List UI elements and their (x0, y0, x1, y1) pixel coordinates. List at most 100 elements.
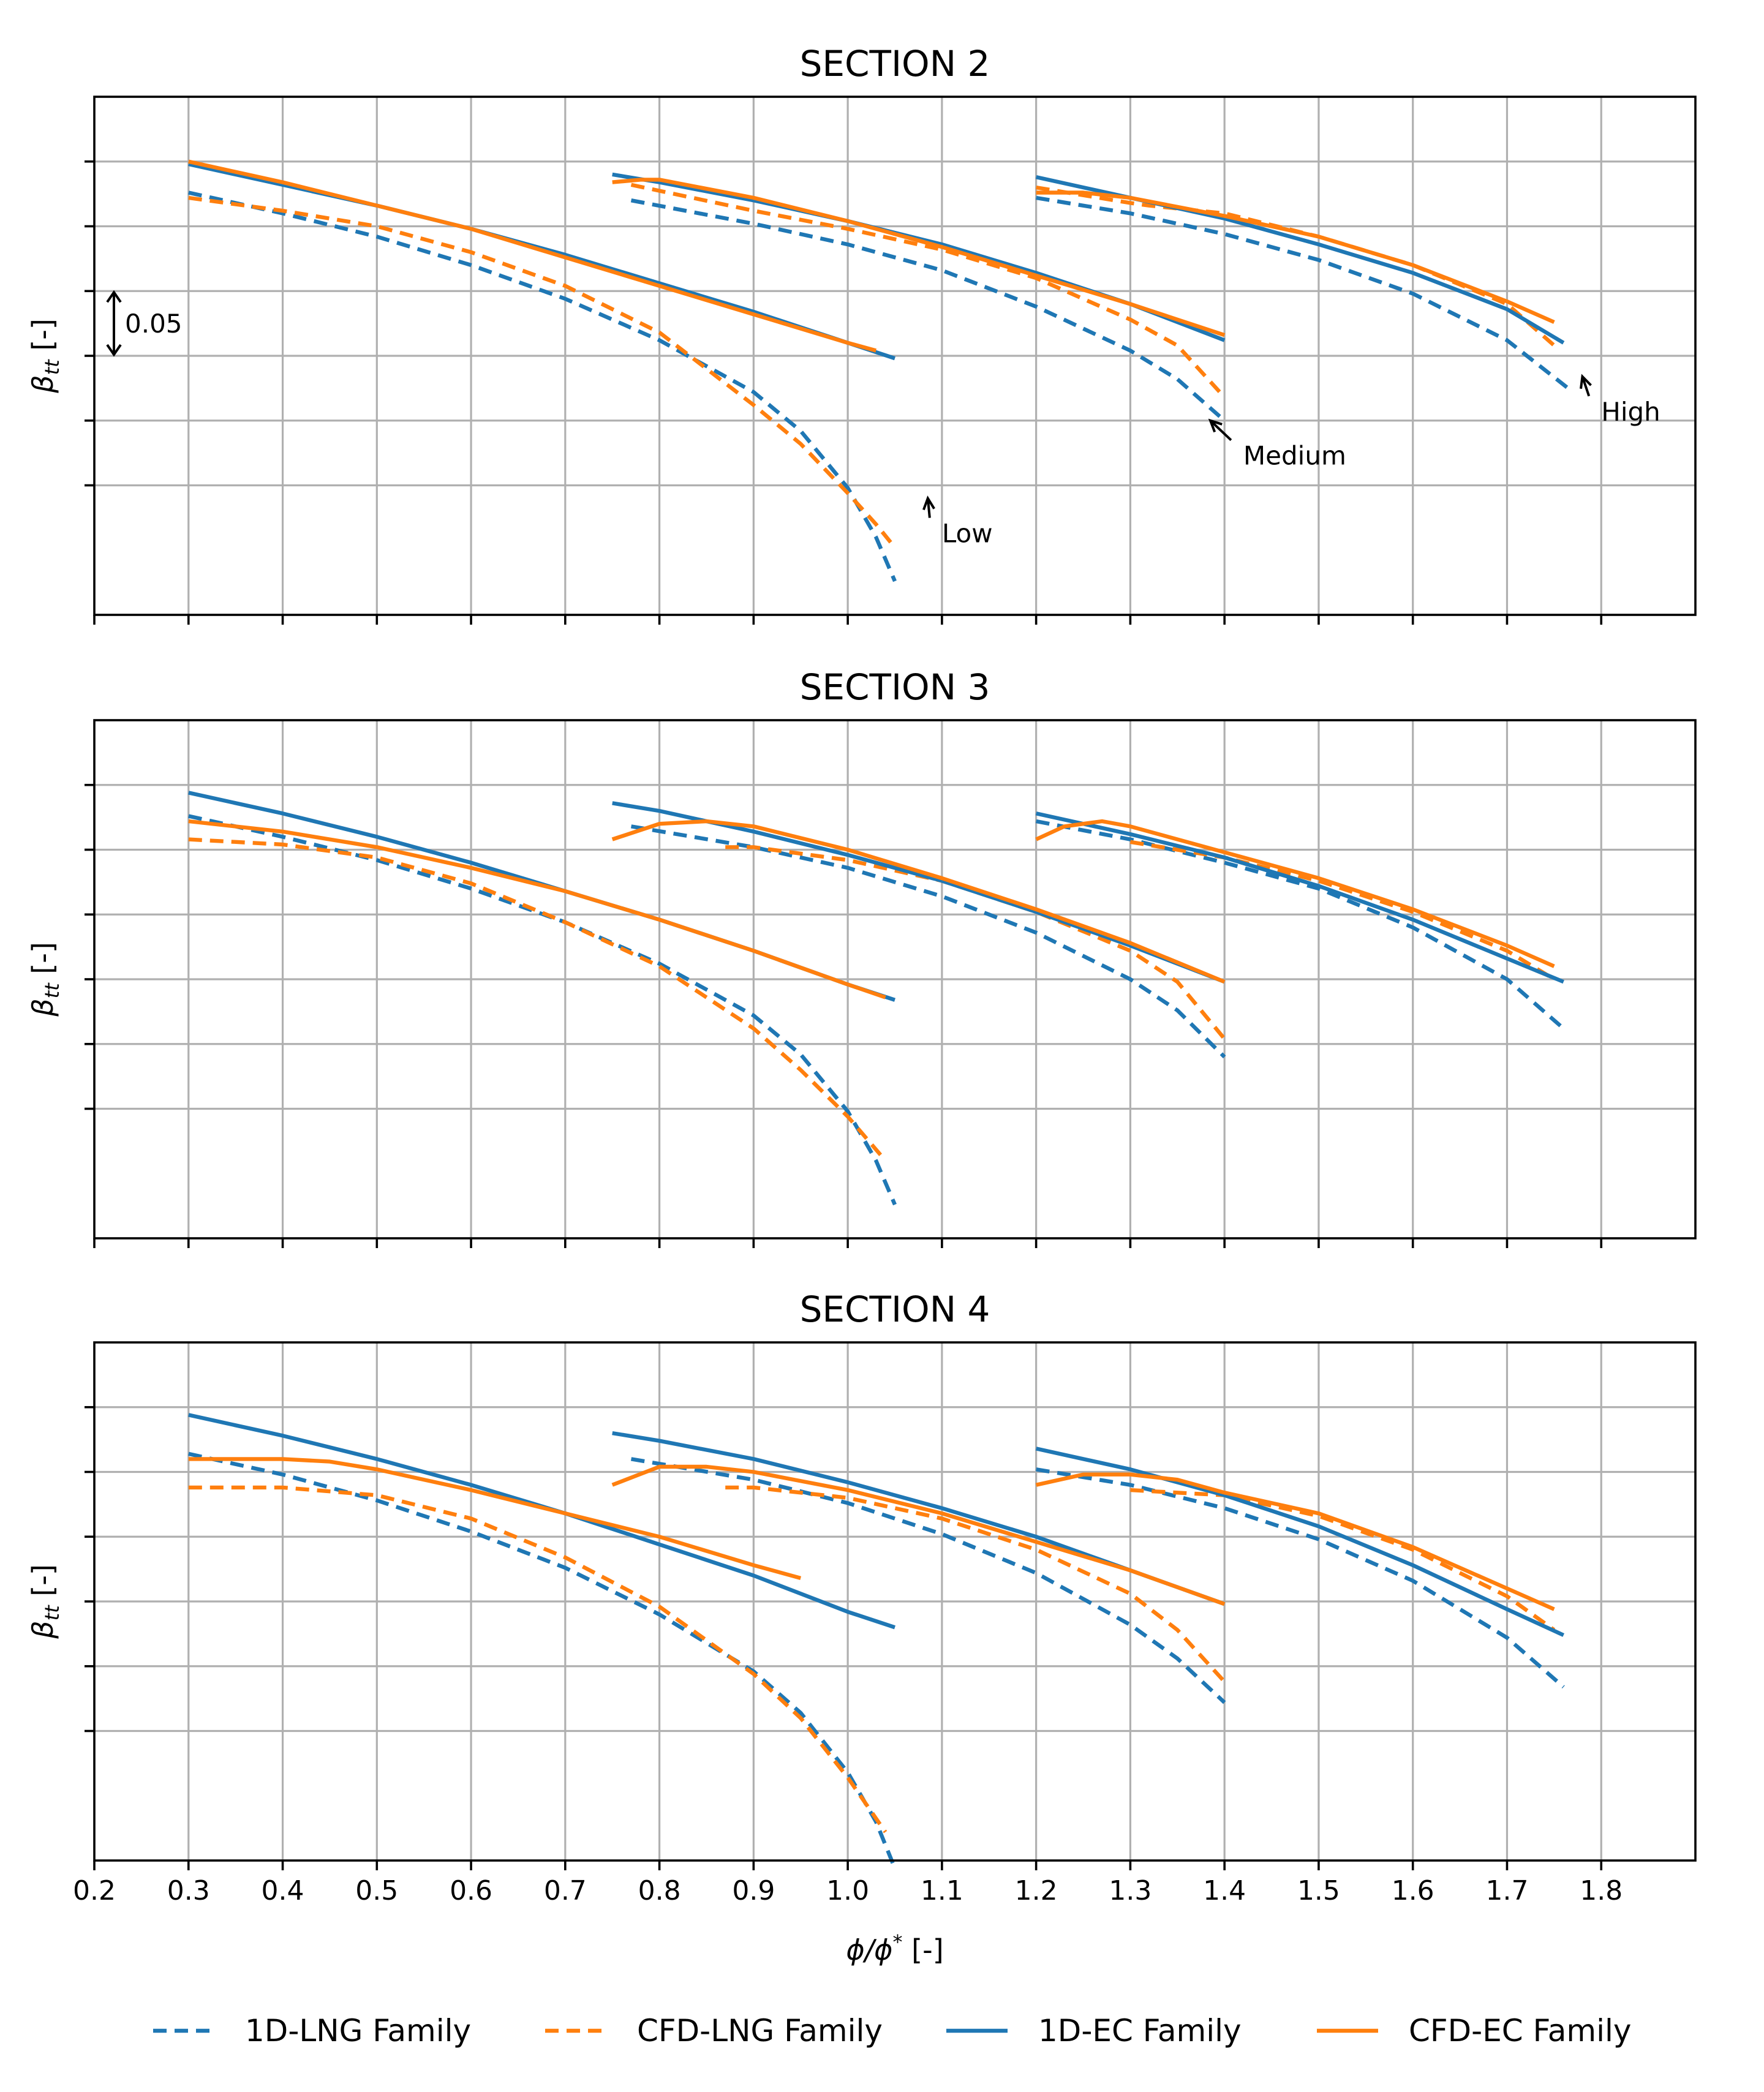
y-label-subscript: tt (40, 982, 64, 999)
y-axis-label: βtt [-] (26, 942, 64, 1017)
y-label-unit: [-] (26, 318, 59, 359)
series-line-cfd-lng-family-low (188, 1485, 888, 1834)
annotation-arrow-line (1581, 376, 1591, 397)
x-tick-label: 0.3 (167, 1875, 210, 1906)
y-label-subscript: tt (40, 359, 64, 375)
series-line-cfd-ec-family-high (1035, 819, 1555, 968)
panel-title: SECTION 3 (800, 666, 990, 708)
x-tick-label: 1.3 (1109, 1875, 1152, 1906)
annotation-arrowhead-icon (1208, 418, 1223, 433)
series-line-cfd-ec-family-medium (611, 1464, 1226, 1606)
legend-label: CFD-LNG Family (637, 2013, 883, 2049)
series-group (188, 1413, 1565, 1869)
annotation-arrow-line (1209, 420, 1232, 442)
annotation-label: Medium (1243, 441, 1346, 471)
x-label-superscript: * (893, 1930, 903, 1954)
legend-item-cfd-lng-family: CFD-LNG Family (545, 2013, 883, 2049)
x-tick-label: 1.0 (826, 1875, 869, 1906)
x-tick-label: 0.4 (262, 1875, 304, 1906)
series-line-cfd-lng-family-high (1036, 185, 1556, 347)
series-group (188, 159, 1575, 582)
x-tick-label: 0.6 (450, 1875, 492, 1906)
panel-section-3: SECTION 3 βtt [-] (26, 666, 1697, 1248)
panel-title: SECTION 4 (800, 1289, 990, 1330)
y-label-symbol: β (26, 375, 59, 393)
series-line-1d-lng-family-low (188, 814, 897, 1206)
series-line-1d-lng-family-low (188, 1451, 897, 1869)
x-axis-label: ϕ/ϕ* [-] (846, 1930, 943, 1966)
series-line-cfd-ec-family-low (188, 159, 877, 353)
scale-arrow-down-icon (106, 344, 122, 357)
series-line-1d-ec-family-medium (612, 1431, 1226, 1606)
scale-bar: 0.05 (106, 290, 183, 357)
gridlines (94, 720, 1695, 1238)
series-line-1d-ec-family-low (188, 1413, 896, 1630)
x-tick-label: 1.6 (1392, 1875, 1434, 1906)
series-line-cfd-ec-family-low (188, 1457, 802, 1580)
annotation-arrowhead-icon (922, 495, 935, 511)
legend-label: 1D-LNG Family (245, 2013, 471, 2049)
series-line-cfd-lng-family-medium (630, 182, 1226, 399)
y-label-subscript: tt (40, 1605, 64, 1621)
legend: 1D-LNG Family CFD-LNG Family 1D-EC Family C… (153, 2013, 1632, 2049)
x-tick-label: 0.9 (732, 1875, 775, 1906)
series-line-cfd-ec-family-high (1036, 190, 1555, 324)
annotation-medium: Medium (1208, 418, 1346, 471)
series-line-cfd-ec-family-high (1035, 1472, 1555, 1611)
series-line-cfd-lng-family-low (188, 195, 897, 549)
x-tick-label: 1.2 (1015, 1875, 1058, 1906)
series-line-1d-ec-family-medium (612, 801, 1226, 984)
x-tick-label: 1.1 (921, 1875, 963, 1906)
panel-section-4: SECTION 4 0.2 0.3 0.4 0.5 0.6 0.7 0.8 0.9 1.0 1.1 1… (26, 1289, 1697, 1906)
annotation-arrowhead-icon (1580, 374, 1592, 389)
series-line-cfd-lng-family-medium (725, 1485, 1226, 1684)
x-tick-label: 0.5 (355, 1875, 398, 1906)
y-axis-label: βtt [-] (26, 1564, 64, 1639)
series-line-cfd-ec-family-medium (612, 178, 1226, 337)
series-line-1d-lng-family-high (1036, 1467, 1565, 1689)
series-group (188, 791, 1565, 1206)
series-line-1d-lng-family-high (1036, 195, 1575, 394)
series-line-cfd-lng-family-low (188, 837, 888, 1162)
series-line-cfd-ec-family-medium (611, 819, 1226, 984)
series-line-1d-ec-family-high (1035, 811, 1564, 984)
x-tick-label: 0.2 (73, 1875, 116, 1906)
x-tick-label: 1.7 (1485, 1875, 1528, 1906)
legend-item-1d-ec-family: 1D-EC Family (946, 2013, 1242, 2049)
series-line-cfd-lng-family-medium (725, 845, 1226, 1040)
series-line-cfd-lng-family-high (1130, 1488, 1556, 1632)
y-label-symbol: β (26, 998, 59, 1017)
legend-item-1d-lng-family: 1D-LNG Family (153, 2013, 471, 2049)
y-axis-label: βtt [-] (26, 318, 64, 394)
annotation-label: High (1601, 397, 1660, 427)
series-line-1d-ec-family-high (1035, 175, 1565, 345)
y-label-symbol: β (26, 1620, 59, 1639)
x-tick-label: 1.4 (1203, 1875, 1246, 1906)
gridlines (94, 1342, 1695, 1861)
annotation-label: Low (942, 519, 993, 549)
series-line-1d-ec-family-low (188, 162, 896, 361)
x-tick-label: 0.7 (544, 1875, 587, 1906)
series-line-1d-ec-family-low (188, 791, 896, 1002)
panel-section-2: SECTION 2 βtt [-] 0.05 Low Medium High (26, 43, 1697, 625)
scale-bar-label: 0.05 (125, 309, 183, 339)
series-line-1d-lng-family-medium (630, 198, 1226, 423)
series-line-1d-lng-family-medium (630, 1457, 1226, 1704)
series-line-cfd-lng-family-high (1129, 840, 1556, 981)
annotation-low: Low (922, 495, 993, 549)
annotation-arrow-line (926, 498, 931, 518)
x-tick-label: 1.5 (1297, 1875, 1340, 1906)
annotation-high: High (1580, 374, 1660, 427)
y-label-unit: [-] (26, 1564, 59, 1605)
legend-label: 1D-EC Family (1038, 2013, 1242, 2049)
x-tick-label: 0.8 (638, 1875, 681, 1906)
gridlines (94, 97, 1695, 615)
series-line-1d-lng-family-high (1035, 819, 1565, 1030)
legend-item-cfd-ec-family: CFD-EC Family (1317, 2013, 1632, 2049)
panel-title: SECTION 2 (800, 43, 990, 85)
x-label-symbol: ϕ/ϕ (846, 1933, 892, 1966)
scale-arrow-up-icon (106, 290, 122, 303)
series-line-cfd-ec-family-low (188, 819, 886, 999)
legend-label: CFD-EC Family (1409, 2013, 1632, 2049)
